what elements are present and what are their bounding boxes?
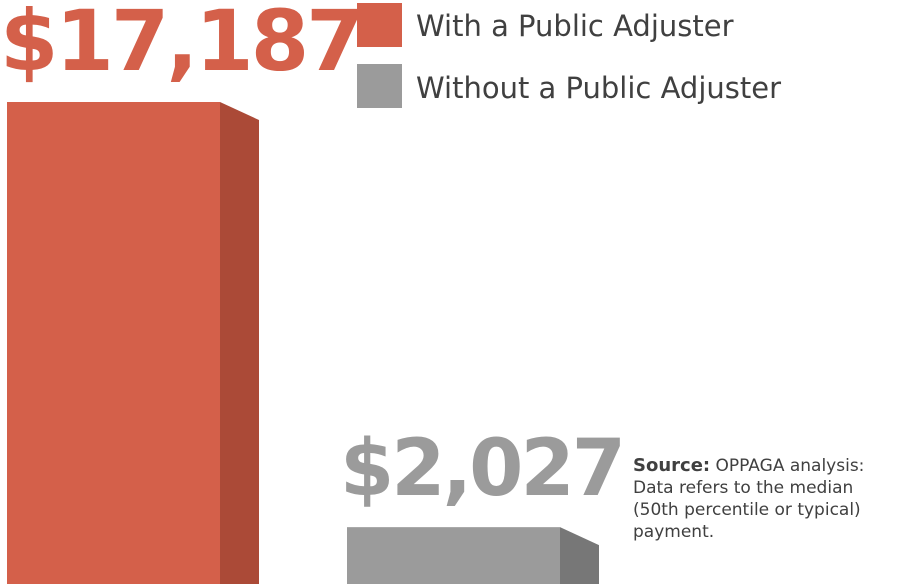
bar-side-with-adjuster <box>220 102 259 584</box>
source-line-2: (50th percentile or typical) <box>633 500 861 520</box>
value-label-without-adjuster: $2,027 <box>340 424 623 514</box>
legend-swatch-with-adjuster <box>357 3 402 47</box>
source-first-line: Source: OPPAGA analysis: <box>633 455 909 477</box>
source-label: Source: <box>633 455 711 476</box>
bars-layer <box>7 102 599 584</box>
value-label-with-adjuster: $17,187 <box>0 0 362 90</box>
source-line-3: payment. <box>633 522 715 542</box>
bar-side-without-adjuster <box>560 527 599 584</box>
source-note: Source: OPPAGA analysis: Data refers to … <box>633 455 909 543</box>
legend: With a Public Adjuster Without a Public … <box>357 3 781 108</box>
legend-swatch-without-adjuster <box>357 64 402 108</box>
legend-label-with-adjuster: With a Public Adjuster <box>416 9 734 43</box>
source-origin: OPPAGA analysis: <box>715 456 865 476</box>
bar-front-without-adjuster <box>347 527 560 584</box>
bar-front-with-adjuster <box>7 102 220 584</box>
source-line-1: Data refers to the median <box>633 478 854 498</box>
legend-label-without-adjuster: Without a Public Adjuster <box>416 71 781 105</box>
